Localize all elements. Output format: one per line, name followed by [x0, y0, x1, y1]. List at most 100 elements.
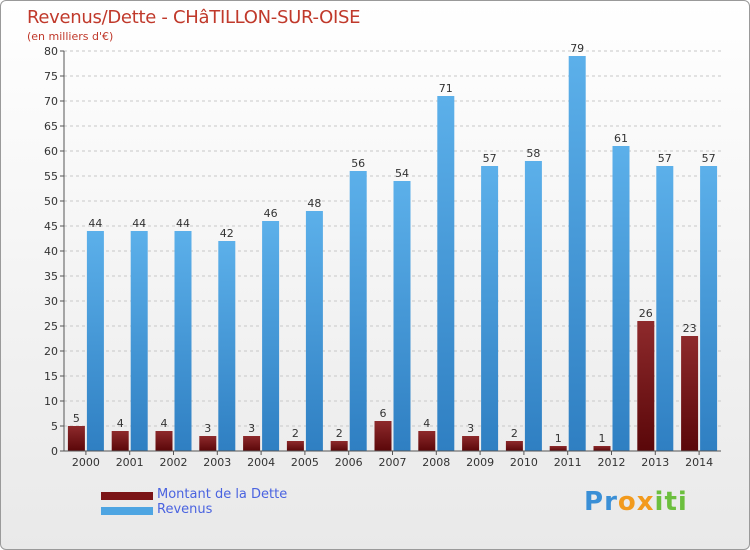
- y-tick-label: 20: [44, 345, 58, 358]
- bar-dette-2012: [593, 446, 611, 451]
- data-label-revenus-2000: 44: [88, 217, 102, 230]
- data-label-dette-2001: 4: [117, 417, 124, 430]
- bars: 5444444443423462482566544713572581791612…: [67, 42, 718, 451]
- chart-title: Revenus/Dette - CHâTILLON-SUR-OISE: [27, 7, 361, 28]
- y-tick-label: 40: [44, 245, 58, 258]
- y-tick-label: 60: [44, 145, 58, 158]
- logo-letter: o: [617, 487, 637, 517]
- x-tick-label: 2003: [203, 456, 231, 469]
- y-tick-label: 50: [44, 195, 58, 208]
- data-label-dette-2003: 3: [204, 422, 211, 435]
- bar-dette-2013: [637, 321, 655, 451]
- y-tick-label: 15: [44, 370, 58, 383]
- legend-swatch-revenus: [101, 507, 153, 515]
- bar-revenus-2007: [393, 181, 411, 451]
- y-tick-label: 10: [44, 395, 58, 408]
- bar-revenus-2005: [305, 211, 323, 451]
- x-tick-label: 2014: [685, 456, 713, 469]
- y-tick-label: 80: [44, 45, 58, 58]
- x-tick-label: 2002: [160, 456, 188, 469]
- x-tick-label: 2005: [291, 456, 319, 469]
- bar-dette-2011: [549, 446, 567, 451]
- data-label-dette-2014: 23: [683, 322, 697, 335]
- bar-revenus-2012: [612, 146, 630, 451]
- bar-revenus-2014: [700, 166, 718, 451]
- data-label-dette-2002: 4: [161, 417, 168, 430]
- legend-swatch-dette: [101, 492, 153, 500]
- x-tick-label: 2008: [422, 456, 450, 469]
- bar-dette-2008: [418, 431, 436, 451]
- data-label-dette-2005: 2: [292, 427, 299, 440]
- bar-dette-2000: [67, 426, 85, 451]
- bar-revenus-2002: [174, 231, 192, 451]
- data-label-revenus-2012: 61: [614, 132, 628, 145]
- y-tick-label: 25: [44, 320, 58, 333]
- data-label-revenus-2005: 48: [307, 197, 321, 210]
- data-label-dette-2010: 2: [511, 427, 518, 440]
- bar-revenus-2001: [130, 231, 148, 451]
- data-label-revenus-2013: 57: [658, 152, 672, 165]
- legend-label-revenus: Revenus: [157, 502, 213, 517]
- data-label-dette-2013: 26: [639, 307, 653, 320]
- data-label-revenus-2006: 56: [351, 157, 365, 170]
- data-label-revenus-2008: 71: [439, 82, 453, 95]
- proxiti-logo: Proxiti: [584, 487, 688, 517]
- logo-letter: x: [636, 487, 655, 517]
- data-label-revenus-2009: 57: [483, 152, 497, 165]
- logo-letter: P: [584, 487, 605, 517]
- bar-revenus-2009: [481, 166, 499, 451]
- bar-dette-2006: [330, 441, 348, 451]
- x-tick-label: 2011: [554, 456, 582, 469]
- legend-label-dette: Montant de la Dette: [157, 487, 288, 502]
- bar-dette-2001: [111, 431, 129, 451]
- logo-letter: i: [677, 487, 688, 517]
- data-label-revenus-2007: 54: [395, 167, 409, 180]
- y-tick-label: 75: [44, 70, 58, 83]
- data-label-revenus-2011: 79: [570, 42, 584, 55]
- y-tick-label: 55: [44, 170, 58, 183]
- data-label-dette-2011: 1: [555, 432, 562, 445]
- x-tick-label: 2007: [379, 456, 407, 469]
- bar-dette-2004: [243, 436, 261, 451]
- data-label-revenus-2003: 42: [220, 227, 234, 240]
- data-label-dette-2004: 3: [248, 422, 255, 435]
- data-label-revenus-2002: 44: [176, 217, 190, 230]
- x-tick-label: 2001: [116, 456, 144, 469]
- x-tick-label: 2012: [598, 456, 626, 469]
- data-label-revenus-2001: 44: [132, 217, 146, 230]
- chart-subtitle: (en milliers d'€): [27, 30, 114, 43]
- y-tick-label: 70: [44, 95, 58, 108]
- data-label-revenus-2004: 46: [264, 207, 278, 220]
- y-tick-label: 35: [44, 270, 58, 283]
- data-label-revenus-2014: 57: [702, 152, 716, 165]
- gridlines: [64, 50, 721, 452]
- bar-dette-2010: [505, 441, 523, 451]
- bar-revenus-2006: [349, 171, 367, 451]
- bar-revenus-2013: [656, 166, 674, 451]
- bar-revenus-2010: [524, 161, 542, 451]
- x-tick-label: 2004: [247, 456, 275, 469]
- bar-dette-2014: [681, 336, 699, 451]
- bar-dette-2002: [155, 431, 173, 451]
- bar-dette-2009: [462, 436, 480, 451]
- logo-letter: t: [664, 487, 678, 517]
- y-tick-label: 0: [51, 445, 58, 458]
- x-tick-label: 2000: [72, 456, 100, 469]
- data-label-dette-2012: 1: [599, 432, 606, 445]
- x-tick-label: 2006: [335, 456, 363, 469]
- data-label-revenus-2010: 58: [526, 147, 540, 160]
- data-label-dette-2006: 2: [336, 427, 343, 440]
- data-label-dette-2009: 3: [467, 422, 474, 435]
- y-tick-label: 30: [44, 295, 58, 308]
- bar-revenus-2003: [218, 241, 236, 451]
- bar-dette-2003: [199, 436, 217, 451]
- logo-letter: i: [654, 487, 665, 517]
- x-tick-label: 2010: [510, 456, 538, 469]
- bar-dette-2005: [286, 441, 304, 451]
- x-tick-label: 2013: [641, 456, 669, 469]
- data-label-dette-2008: 4: [423, 417, 430, 430]
- bar-revenus-2004: [262, 221, 280, 451]
